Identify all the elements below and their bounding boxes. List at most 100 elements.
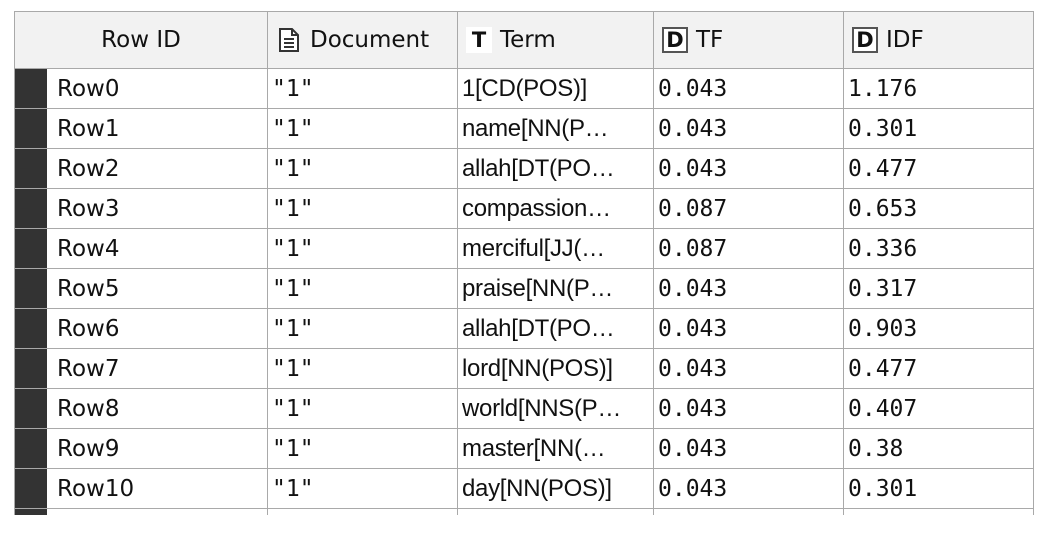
cell-tf[interactable]: 0.043 bbox=[653, 388, 844, 429]
cell-term[interactable]: master[NN(… bbox=[457, 428, 654, 469]
table-row[interactable]: Row5 "1" praise[NN(P… 0.043 0.317 bbox=[14, 268, 1034, 309]
document-icon bbox=[276, 27, 302, 53]
cell-row-id[interactable]: Row9 bbox=[14, 428, 268, 469]
row-marker bbox=[15, 109, 47, 148]
cell-idf[interactable]: 0.301 bbox=[843, 108, 1034, 149]
cell-row-id[interactable]: Row1 bbox=[14, 108, 268, 149]
cell-idf[interactable]: 0.301 bbox=[843, 468, 1034, 509]
row-id-text: Row6 bbox=[57, 315, 120, 342]
cell-idf[interactable]: 0.336 bbox=[843, 228, 1034, 269]
row-id-text: Row1 bbox=[57, 115, 120, 142]
cell-idf[interactable]: 0.407 bbox=[843, 388, 1034, 429]
column-header-row-id[interactable]: Row ID bbox=[14, 11, 268, 69]
cell-term[interactable]: merciful[JJ(… bbox=[457, 228, 654, 269]
table-row[interactable]: Row4 "1" merciful[JJ(… 0.087 0.336 bbox=[14, 228, 1034, 269]
row-marker bbox=[15, 149, 47, 188]
column-header-label: Document bbox=[310, 27, 430, 53]
table-header: Row ID Document bbox=[14, 11, 1034, 69]
row-id-text: Row4 bbox=[57, 235, 120, 262]
cell-tf[interactable]: 0.043 bbox=[653, 268, 844, 309]
column-header-label: TF bbox=[696, 27, 724, 53]
cell-idf[interactable]: 0.317 bbox=[843, 268, 1034, 309]
row-marker bbox=[15, 309, 47, 348]
cell-row-id[interactable]: Row6 bbox=[14, 308, 268, 349]
table-row[interactable]: Row2 "1" allah[DT(PO… 0.043 0.477 bbox=[14, 148, 1034, 189]
table-row[interactable]: Row9 "1" master[NN(… 0.043 0.38 bbox=[14, 428, 1034, 469]
row-marker bbox=[15, 69, 47, 108]
cell-term[interactable]: world[NNS(P… bbox=[457, 388, 654, 429]
cell-term[interactable]: lord[NN(POS)] bbox=[457, 348, 654, 389]
row-marker bbox=[15, 469, 47, 508]
cell-tf[interactable]: 0.043 bbox=[653, 68, 844, 109]
row-marker bbox=[15, 429, 47, 468]
cell-term[interactable]: allah[DT(PO… bbox=[457, 148, 654, 189]
cell-idf[interactable]: 0.477 bbox=[843, 348, 1034, 389]
column-header-idf[interactable]: D IDF bbox=[843, 11, 1034, 69]
cell-row-id[interactable]: Row0 bbox=[14, 68, 268, 109]
cell-partial bbox=[457, 508, 654, 515]
cell-row-id[interactable]: Row2 bbox=[14, 148, 268, 189]
column-header-document[interactable]: Document bbox=[267, 11, 458, 69]
column-header-label: IDF bbox=[886, 27, 924, 53]
cell-partial bbox=[267, 508, 458, 515]
data-table: Row ID Document bbox=[14, 11, 1034, 515]
cell-row-id[interactable]: Row10 bbox=[14, 468, 268, 509]
column-header-term[interactable]: T Term bbox=[457, 11, 654, 69]
cell-term[interactable]: compassion… bbox=[457, 188, 654, 229]
cell-tf[interactable]: 0.043 bbox=[653, 308, 844, 349]
row-marker bbox=[15, 509, 47, 515]
cell-idf[interactable]: 1.176 bbox=[843, 68, 1034, 109]
cell-idf[interactable]: 0.477 bbox=[843, 148, 1034, 189]
cell-term[interactable]: 1[CD(POS)] bbox=[457, 68, 654, 109]
column-header-label: Term bbox=[500, 27, 556, 53]
cell-term[interactable]: allah[DT(PO… bbox=[457, 308, 654, 349]
header-row: Row ID Document bbox=[14, 11, 1034, 69]
cell-document[interactable]: "1" bbox=[267, 348, 458, 389]
cell-tf[interactable]: 0.043 bbox=[653, 428, 844, 469]
cell-document[interactable]: "1" bbox=[267, 228, 458, 269]
cell-tf[interactable]: 0.043 bbox=[653, 108, 844, 149]
cell-tf[interactable]: 0.043 bbox=[653, 468, 844, 509]
cell-row-id[interactable]: Row3 bbox=[14, 188, 268, 229]
cell-idf[interactable]: 0.38 bbox=[843, 428, 1034, 469]
table-row[interactable]: Row3 "1" compassion… 0.087 0.653 bbox=[14, 188, 1034, 229]
cell-row-id[interactable]: Row5 bbox=[14, 268, 268, 309]
cell-row-id[interactable]: Row8 bbox=[14, 388, 268, 429]
cell-idf[interactable]: 0.903 bbox=[843, 308, 1034, 349]
cell-term[interactable]: name[NN(P… bbox=[457, 108, 654, 149]
cell-document[interactable]: "1" bbox=[267, 188, 458, 229]
cell-document[interactable]: "1" bbox=[267, 388, 458, 429]
double-type-icon: D bbox=[662, 27, 688, 53]
cell-document[interactable]: "1" bbox=[267, 308, 458, 349]
cell-term[interactable]: day[NN(POS)] bbox=[457, 468, 654, 509]
cell-tf[interactable]: 0.043 bbox=[653, 148, 844, 189]
table-row[interactable]: Row1 "1" name[NN(P… 0.043 0.301 bbox=[14, 108, 1034, 149]
table-row[interactable]: Row0 "1" 1[CD(POS)] 0.043 1.176 bbox=[14, 68, 1034, 109]
cell-idf[interactable]: 0.653 bbox=[843, 188, 1034, 229]
cell-partial bbox=[653, 508, 844, 515]
table-row[interactable]: Row6 "1" allah[DT(PO… 0.043 0.903 bbox=[14, 308, 1034, 349]
row-id-text: Row8 bbox=[57, 395, 120, 422]
cell-partial bbox=[843, 508, 1034, 515]
table-row[interactable]: Row8 "1" world[NNS(P… 0.043 0.407 bbox=[14, 388, 1034, 429]
cell-tf[interactable]: 0.087 bbox=[653, 228, 844, 269]
table-row[interactable]: Row7 "1" lord[NN(POS)] 0.043 0.477 bbox=[14, 348, 1034, 389]
table-row-partial bbox=[14, 508, 1034, 515]
cell-document[interactable]: "1" bbox=[267, 428, 458, 469]
cell-row-id[interactable]: Row4 bbox=[14, 228, 268, 269]
column-header-tf[interactable]: D TF bbox=[653, 11, 844, 69]
cell-document[interactable]: "1" bbox=[267, 468, 458, 509]
cell-row-id[interactable]: Row7 bbox=[14, 348, 268, 389]
row-id-text: Row0 bbox=[57, 75, 120, 102]
row-id-text: Row7 bbox=[57, 355, 120, 382]
cell-document[interactable]: "1" bbox=[267, 108, 458, 149]
cell-document[interactable]: "1" bbox=[267, 268, 458, 309]
table-row[interactable]: Row10 "1" day[NN(POS)] 0.043 0.301 bbox=[14, 468, 1034, 509]
cell-document[interactable]: "1" bbox=[267, 148, 458, 189]
cell-tf[interactable]: 0.043 bbox=[653, 348, 844, 389]
table-body: Row0 "1" 1[CD(POS)] 0.043 1.176 Row1 "1" name[N… bbox=[14, 68, 1034, 515]
cell-tf[interactable]: 0.087 bbox=[653, 188, 844, 229]
row-marker bbox=[15, 389, 47, 428]
cell-term[interactable]: praise[NN(P… bbox=[457, 268, 654, 309]
cell-document[interactable]: "1" bbox=[267, 68, 458, 109]
